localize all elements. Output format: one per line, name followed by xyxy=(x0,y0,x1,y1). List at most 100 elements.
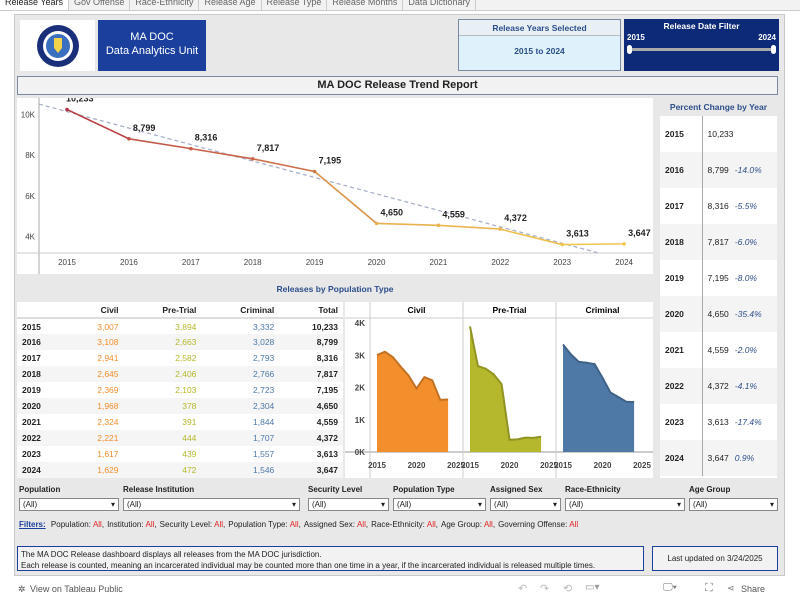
x-tick-label: 2019 xyxy=(306,258,324,267)
tab-release-months[interactable]: Release Months xyxy=(327,0,404,10)
population-type-dropdown[interactable]: (All) ▾ xyxy=(393,498,486,511)
filter-summary-value: All xyxy=(145,520,155,529)
date-filter-max: 2024 xyxy=(758,33,776,42)
x-tick-label: 2024 xyxy=(615,258,633,267)
area-pre-trial[interactable] xyxy=(470,326,542,452)
line-segment xyxy=(562,243,625,246)
panel-title: Criminal xyxy=(585,305,619,315)
security-level-dropdown[interactable]: (All) ▾ xyxy=(308,498,389,511)
tableau-footer: ✲ View on Tableau Public ↶ ↷ ⟲ ▭▾ 🖵▾ ⛶ ⋖… xyxy=(0,578,800,600)
report-title: MA DOC Release Trend Report xyxy=(17,76,778,95)
data-point[interactable] xyxy=(189,146,193,151)
data-label: 4,650 xyxy=(381,207,404,217)
dropdown-arrow-icon: ▾ xyxy=(110,500,115,509)
year-cell: 2017 xyxy=(660,188,703,224)
unit-line2: Data Analytics Unit xyxy=(105,45,199,57)
data-point[interactable] xyxy=(436,223,441,228)
dropdown-arrow-icon: ▾ xyxy=(477,500,482,509)
redo-icon[interactable]: ↷ xyxy=(540,583,550,595)
data-point[interactable] xyxy=(312,169,317,174)
total-value: 10,233 xyxy=(707,129,734,139)
dropdown-arrow-icon: ▾ xyxy=(380,500,385,509)
x-tick-label: 2015 xyxy=(554,461,572,470)
race-ethnicity-dropdown[interactable]: (All) ▾ xyxy=(565,498,685,511)
filter-summary-key: Race-Ethnicity: xyxy=(371,520,425,529)
year-cell: 2022 xyxy=(660,368,703,404)
data-point[interactable] xyxy=(622,242,626,246)
release-date-filter: Release Date Filter 2015 2024 xyxy=(624,19,779,71)
filter-summary-value: All xyxy=(289,520,299,529)
percent-change: -17.4% xyxy=(734,417,762,427)
age-group-dropdown[interactable]: (All) ▾ xyxy=(689,498,778,511)
data-point[interactable] xyxy=(498,227,503,231)
value-cell: 4,372 -4.1% xyxy=(702,368,777,404)
selected-value: (All) xyxy=(397,500,412,509)
table-cell: 2,793 xyxy=(253,353,275,363)
filter-summary-key: Population: xyxy=(50,520,91,529)
table-cell: 1,546 xyxy=(201,462,280,478)
value-cell: 4,650 -35.4% xyxy=(702,296,777,332)
table-cell: 1,617 xyxy=(97,449,119,459)
area-criminal[interactable] xyxy=(563,344,635,452)
percent-change-title: Percent Change by Year xyxy=(660,98,777,116)
table-cell: 1,557 xyxy=(253,449,275,459)
undo-icon[interactable]: ↶ xyxy=(518,583,528,595)
table-row: 2019 2,369 2,103 2,723 7,195 xyxy=(17,382,343,398)
table-cell: 10,233 xyxy=(312,321,338,332)
year-cell: 2024 xyxy=(660,440,703,476)
date-slider-max-handle[interactable] xyxy=(771,45,776,54)
selected-value: (All) xyxy=(569,500,584,509)
data-point[interactable] xyxy=(65,107,69,112)
table-cell: 2,406 xyxy=(123,366,202,382)
data-point[interactable] xyxy=(127,136,131,141)
table-row: 2017 2,941 2,582 2,793 8,316 xyxy=(17,350,343,366)
date-slider-track[interactable] xyxy=(629,48,774,51)
y-tick-label: 4K xyxy=(355,319,365,328)
trend-line xyxy=(38,103,600,254)
table-cell: 7,817 xyxy=(279,366,343,382)
tab-release-years[interactable]: Release Years xyxy=(0,0,70,10)
tab-data-dictionary[interactable]: Data Dictionary xyxy=(403,0,476,10)
table-cell: 472 xyxy=(123,462,202,478)
y-tick-label: 3K xyxy=(355,351,365,360)
download-icon[interactable]: 🖵▾ xyxy=(663,582,677,593)
value-cell: 10,233 xyxy=(702,116,777,152)
data-point[interactable] xyxy=(374,221,379,226)
total-value: 3,613 xyxy=(707,417,729,427)
table-cell: 2,766 xyxy=(201,366,280,382)
column-header xyxy=(17,302,69,319)
share-button[interactable]: Share xyxy=(741,584,766,594)
year-cell: 2023 xyxy=(660,404,703,440)
revert-icon[interactable]: ⟲ xyxy=(563,583,573,595)
seal-icon xyxy=(36,24,79,67)
x-tick-label: 2020 xyxy=(594,461,612,470)
share-icon[interactable]: ⋖ xyxy=(727,583,735,593)
view-on-tableau-link[interactable]: View on Tableau Public xyxy=(30,584,123,594)
tab-release-type[interactable]: Release Type xyxy=(262,0,328,10)
table-cell: 2015 xyxy=(22,321,41,332)
filter-summary-value: All xyxy=(483,520,493,529)
release-institution-dropdown[interactable]: (All) ▾ xyxy=(123,498,300,511)
assigned-sex-dropdown[interactable]: (All) ▾ xyxy=(490,498,561,511)
pause-icon[interactable]: ▭▾ xyxy=(585,582,600,593)
data-point[interactable] xyxy=(250,157,255,161)
tab-race-ethnicity[interactable]: Race-Ethnicity xyxy=(130,0,200,10)
value-cell: 7,195 -8.0% xyxy=(702,260,777,296)
line-segment xyxy=(66,108,130,140)
fullscreen-icon[interactable]: ⛶ xyxy=(705,582,713,594)
data-point[interactable] xyxy=(560,242,564,247)
population-type-title: Releases by Population Type xyxy=(276,284,394,294)
pct-row: 2022 4,372 -4.1% xyxy=(660,368,777,404)
tab-gov-offense[interactable]: Gov Offense xyxy=(69,0,131,10)
area-civil[interactable] xyxy=(377,351,449,452)
table-cell: 378 xyxy=(123,398,202,414)
population-dropdown[interactable]: (All) ▾ xyxy=(19,498,119,511)
x-tick-label: 2021 xyxy=(430,258,448,267)
pct-row: 2015 10,233 xyxy=(660,116,777,152)
tab-release-age[interactable]: Release Age xyxy=(199,0,262,10)
line-segment xyxy=(128,137,191,150)
filter-summary-key: Governing Offense: xyxy=(498,520,568,529)
x-tick-label: 2018 xyxy=(244,258,262,267)
table-row: 2024 1,629 472 1,546 3,647 xyxy=(17,462,343,478)
date-slider-min-handle[interactable] xyxy=(627,45,632,54)
